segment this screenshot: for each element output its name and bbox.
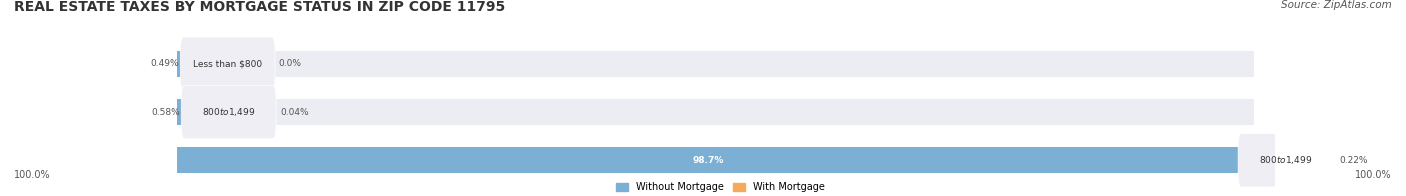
FancyBboxPatch shape — [180, 37, 276, 91]
Bar — [177, 99, 183, 125]
Text: 100.0%: 100.0% — [1355, 170, 1392, 180]
Text: 0.22%: 0.22% — [1339, 156, 1368, 165]
Text: $800 to $1,499: $800 to $1,499 — [1258, 154, 1312, 166]
Text: 0.58%: 0.58% — [150, 108, 180, 117]
Text: 0.0%: 0.0% — [278, 59, 302, 68]
Legend: Without Mortgage, With Mortgage: Without Mortgage, With Mortgage — [616, 182, 825, 192]
Text: 0.49%: 0.49% — [150, 59, 179, 68]
Text: Source: ZipAtlas.com: Source: ZipAtlas.com — [1281, 0, 1392, 10]
Text: Less than $800: Less than $800 — [193, 59, 263, 68]
Bar — [177, 51, 1254, 77]
Text: 100.0%: 100.0% — [14, 170, 51, 180]
Bar — [177, 99, 1254, 125]
Bar — [177, 147, 1240, 173]
Bar — [177, 147, 1254, 173]
Bar — [1331, 147, 1334, 173]
Text: $800 to $1,499: $800 to $1,499 — [202, 106, 256, 118]
Text: REAL ESTATE TAXES BY MORTGAGE STATUS IN ZIP CODE 11795: REAL ESTATE TAXES BY MORTGAGE STATUS IN … — [14, 0, 505, 14]
FancyBboxPatch shape — [1239, 133, 1333, 187]
FancyBboxPatch shape — [181, 85, 276, 139]
Text: 0.04%: 0.04% — [280, 108, 309, 117]
Text: 98.7%: 98.7% — [693, 156, 724, 165]
Bar — [177, 51, 181, 77]
